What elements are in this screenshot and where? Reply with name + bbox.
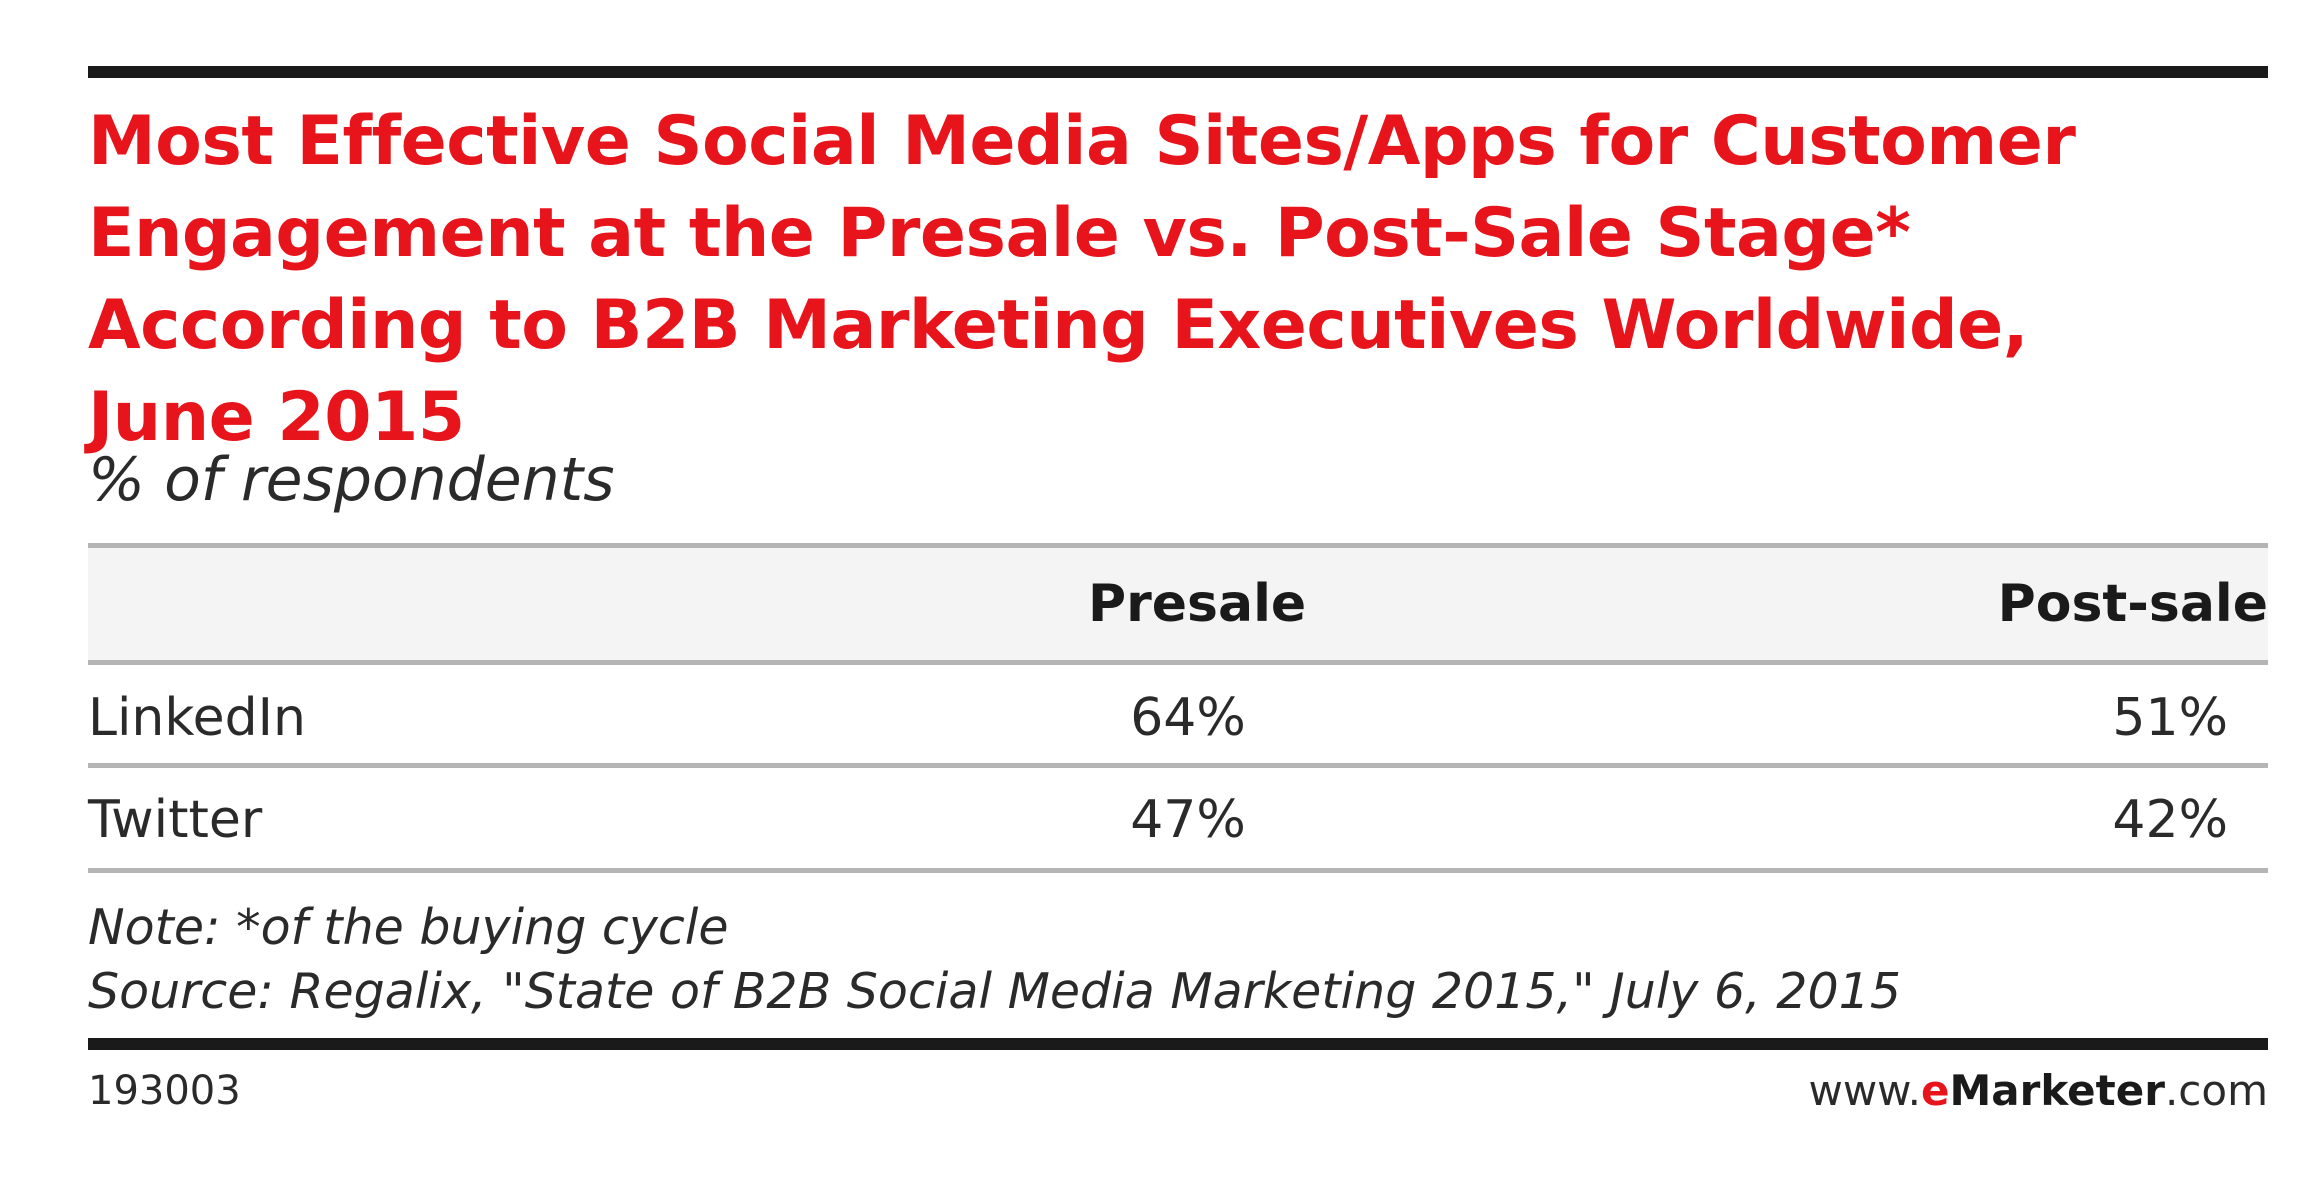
header-top-divider bbox=[88, 543, 2268, 548]
column-header-post-sale: Post-sale bbox=[1997, 574, 2268, 634]
top-rule bbox=[88, 66, 2268, 78]
logo-prefix: www. bbox=[1808, 1066, 1922, 1115]
chart-source: Source: Regalix, "State of B2B Social Me… bbox=[88, 963, 1901, 1020]
cell-linkedin-post-sale: 51% bbox=[2112, 688, 2228, 748]
logo-suffix: .com bbox=[2164, 1066, 2268, 1115]
cell-twitter-presale: 47% bbox=[1130, 790, 1246, 850]
chart-subtitle: % of respondents bbox=[88, 445, 615, 515]
chart-note: Note: *of the buying cycle bbox=[88, 899, 729, 956]
cell-linkedin-presale: 64% bbox=[1130, 688, 1246, 748]
chart-title: Most Effective Social Media Sites/Apps f… bbox=[88, 102, 2076, 457]
table-header-row bbox=[88, 548, 2268, 660]
logo-e: e bbox=[1921, 1066, 1950, 1115]
row-divider bbox=[88, 763, 2268, 768]
row-label-twitter: Twitter bbox=[88, 790, 263, 850]
chart-id: 193003 bbox=[88, 1068, 241, 1114]
column-header-presale: Presale bbox=[1088, 574, 1307, 634]
table-bottom-divider bbox=[88, 868, 2268, 873]
cell-twitter-post-sale: 42% bbox=[2112, 790, 2228, 850]
bottom-rule bbox=[88, 1038, 2268, 1050]
logo-main: Marketer bbox=[1949, 1066, 2165, 1115]
row-label-linkedin: LinkedIn bbox=[88, 688, 306, 748]
chart-frame: Most Effective Social Media Sites/Apps f… bbox=[88, 0, 2268, 1190]
emarketer-logo: www.eMarketer.com bbox=[1808, 1066, 2268, 1116]
header-bottom-divider bbox=[88, 660, 2268, 665]
